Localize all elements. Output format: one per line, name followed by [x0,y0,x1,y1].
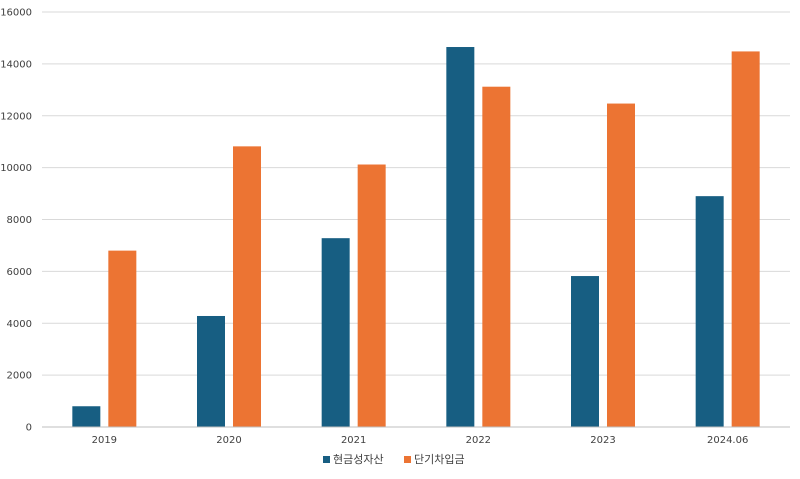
bar-cash-2020 [197,315,225,427]
bar-short-term-debt-2020 [233,146,261,427]
y-tick-label: 6000 [7,267,32,278]
bar-short-term-debt-2021 [357,164,386,427]
legend-swatch [404,456,411,463]
legend-swatch [323,456,330,463]
bar-short-term-debt-2022 [482,86,511,427]
bar-short-term-debt-2019 [108,250,137,427]
legend-label: 단기차입금 [414,453,465,466]
bars [72,47,760,428]
x-tick-label: 2021 [341,435,366,446]
legend-label: 현금성자산 [333,453,384,466]
bar-cash-2019 [72,406,101,427]
bar-short-term-debt-2023 [607,103,635,427]
bar-short-term-debt-2024.06 [731,51,760,428]
x-tick-label: 2019 [92,435,117,446]
gridlines [42,11,790,376]
y-tick-label: 14000 [0,59,32,70]
y-tick-label: 4000 [7,319,32,330]
y-tick-label: 2000 [7,371,32,382]
bar-cash-2022 [446,47,475,427]
x-tick-label: 2022 [466,435,491,446]
y-tick-label: 8000 [7,215,32,226]
x-tick-label: 2024.06 [707,435,748,446]
x-axis: 2019 2020 2021 2022 2023 2024.06 [42,426,790,446]
y-axis: 0 2000 4000 6000 8000 10000 12000 14000 16000 [0,8,32,434]
bar-cash-2021 [321,238,350,427]
y-tick-label: 0 [26,423,32,434]
bar-cash-2023 [571,276,599,427]
bar-cash-2024.06 [695,196,724,427]
y-tick-label: 10000 [0,163,32,174]
x-tick-label: 2023 [590,435,615,446]
x-tick-label: 2020 [216,435,241,446]
y-tick-label: 12000 [0,111,32,122]
legend: 현금성자산 단기차입금 [323,453,465,466]
y-tick-label: 16000 [0,8,32,19]
